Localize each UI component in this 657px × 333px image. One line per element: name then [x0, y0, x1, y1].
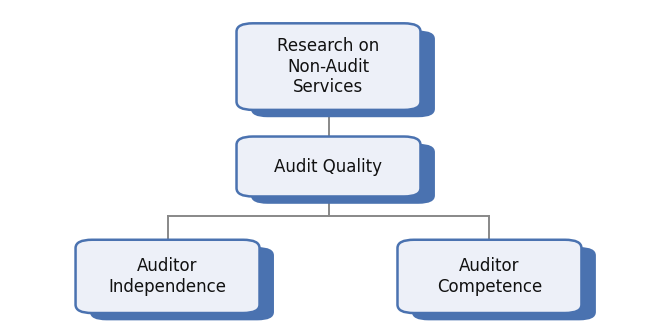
FancyBboxPatch shape [237, 23, 420, 110]
Text: Audit Quality: Audit Quality [275, 158, 382, 175]
FancyBboxPatch shape [76, 240, 260, 313]
FancyBboxPatch shape [251, 31, 435, 117]
Text: Auditor
Competence: Auditor Competence [437, 257, 542, 296]
Text: Research on
Non-Audit
Services: Research on Non-Audit Services [277, 37, 380, 96]
FancyBboxPatch shape [412, 247, 596, 320]
Text: Auditor
Independence: Auditor Independence [108, 257, 227, 296]
FancyBboxPatch shape [251, 144, 435, 204]
FancyBboxPatch shape [397, 240, 581, 313]
FancyBboxPatch shape [237, 137, 420, 196]
FancyBboxPatch shape [90, 247, 274, 320]
